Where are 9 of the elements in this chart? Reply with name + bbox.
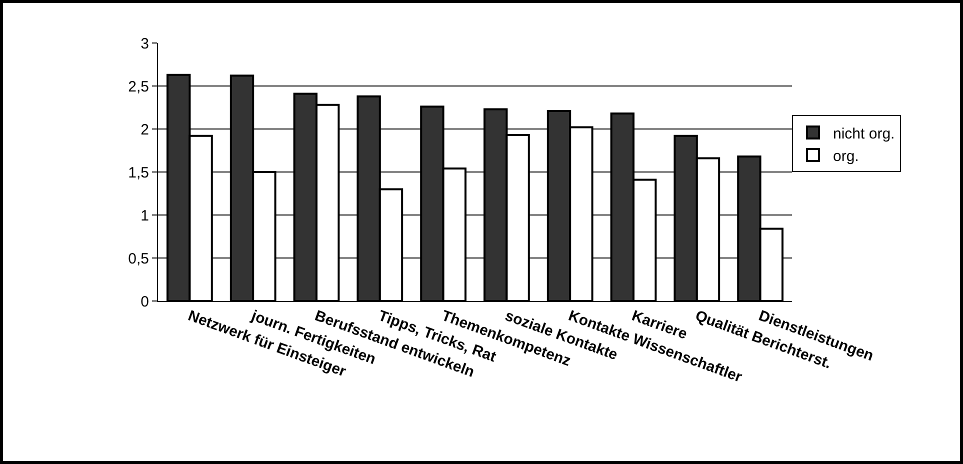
y-tick-label: 0,5 [128, 250, 149, 268]
y-tick-label: 3 [140, 35, 149, 52]
legend-label: nicht org. [833, 125, 895, 142]
y-tick-label: 1 [140, 207, 149, 224]
y-tick-label: 2 [140, 121, 149, 138]
y-tick-label: 1,5 [128, 164, 149, 182]
y-tick-label: 0 [140, 293, 149, 310]
legend-label: org. [833, 148, 859, 165]
y-tick-label: 2,5 [128, 78, 149, 96]
